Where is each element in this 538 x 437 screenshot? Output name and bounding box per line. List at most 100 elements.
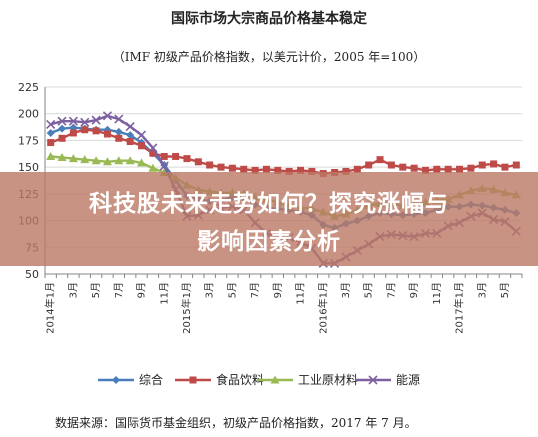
- series-1-point: [46, 128, 55, 137]
- series-3-point: [125, 156, 135, 165]
- x-tick-label: 2016年1月: [316, 282, 329, 334]
- x-tick-label: 2017年1月: [453, 282, 466, 334]
- series-4-point: [125, 121, 135, 132]
- series-2-point: [274, 166, 282, 174]
- series-2-point: [69, 129, 77, 137]
- series-4-point: [57, 116, 67, 126]
- series-2-point: [194, 158, 202, 166]
- x-tick-label: 9月: [408, 282, 420, 298]
- banner-headline-line-1: 科技股未来走势如何？探究涨幅与: [89, 191, 449, 217]
- series-4-point: [159, 161, 169, 171]
- x-tick-label: 9月: [272, 282, 284, 298]
- chart-title: 国际市场大宗商品价格基本稳定: [171, 11, 367, 27]
- series-3-point: [57, 153, 67, 162]
- series-2-point: [58, 134, 66, 142]
- y-tick-label: 150: [18, 161, 39, 174]
- x-tick-label: 5月: [226, 282, 238, 298]
- x-tick-label: 11月: [158, 282, 170, 305]
- series-2-point: [206, 161, 214, 169]
- y-tick-label: 50: [25, 268, 39, 281]
- series-2-point: [501, 163, 509, 171]
- series-2-point: [47, 139, 55, 147]
- legend-marker: [270, 375, 280, 384]
- series-2-point: [183, 155, 191, 163]
- x-tick-label: 7月: [113, 282, 125, 298]
- legend-marker: [189, 376, 197, 384]
- series-3-point: [91, 156, 101, 165]
- legend-label: 综合: [139, 372, 163, 387]
- series-4-point: [148, 143, 158, 153]
- series-4-point: [136, 130, 147, 140]
- legend-label: 能源: [396, 373, 420, 387]
- series-2-point: [103, 130, 111, 138]
- series-2-point: [217, 163, 225, 171]
- legend-marker: [368, 375, 378, 385]
- legend-label: 工业原材料: [298, 373, 358, 387]
- chart-subtitle: （IMF 初级产品价格指数，以美元计价，2005 年=100）: [112, 50, 426, 64]
- series-2-point: [387, 161, 395, 169]
- y-tick-label: 225: [18, 81, 39, 94]
- x-tick-label: 3月: [476, 282, 488, 298]
- series-3-point: [68, 154, 78, 163]
- series-3-point: [137, 158, 147, 167]
- x-tick-label: 9月: [136, 282, 148, 298]
- series-2-point: [149, 149, 157, 157]
- series-2-point: [342, 167, 350, 175]
- series-2-point: [490, 160, 498, 168]
- x-tick-label: 3月: [204, 282, 216, 298]
- series-4-point: [91, 115, 101, 125]
- series-3-point: [102, 157, 112, 166]
- headline-banner[interactable]: 科技股未来走势如何？探究涨幅与 影响因素分析: [0, 172, 538, 266]
- series-2-point: [399, 163, 407, 171]
- x-tick-label: 3月: [67, 282, 79, 298]
- x-tick-label: 3月: [340, 282, 352, 298]
- series-2-point: [353, 165, 361, 173]
- series-2-point: [444, 165, 452, 173]
- series-2-point: [376, 156, 384, 164]
- series-2-point: [172, 152, 180, 160]
- banner-headline-line-2: 影响因素分析: [197, 229, 341, 255]
- series-4-point: [102, 111, 113, 121]
- series-2-point: [433, 165, 441, 173]
- series-3-point: [80, 155, 90, 164]
- series-2-point: [410, 164, 418, 172]
- series-2-point: [228, 164, 236, 172]
- x-tick-label: 5月: [90, 282, 102, 298]
- series-4-point: [46, 119, 56, 129]
- series-1-point: [114, 127, 123, 136]
- series-2-point: [126, 137, 134, 145]
- series-2-point: [81, 126, 89, 134]
- series-2-point: [251, 166, 259, 174]
- series-3-point: [46, 151, 56, 160]
- x-tick-label: 7月: [385, 282, 397, 298]
- series-2-point: [421, 166, 429, 174]
- series-2-point: [285, 167, 293, 175]
- series-4-point: [68, 116, 78, 126]
- series-4-point: [80, 117, 90, 127]
- series-2-point: [478, 161, 486, 169]
- series-2-point: [297, 166, 305, 174]
- series-2-point: [92, 127, 100, 135]
- series-3-point: [148, 163, 158, 172]
- series-4-point: [114, 114, 124, 124]
- series-2-point: [456, 165, 464, 173]
- series-2-point: [467, 164, 475, 172]
- series-2-point: [512, 161, 520, 169]
- series-2-point: [240, 165, 248, 173]
- series-2-point: [262, 165, 270, 173]
- series-2-point: [365, 161, 373, 169]
- y-tick-label: 175: [18, 134, 39, 147]
- x-tick-label: 11月: [431, 282, 443, 305]
- x-tick-label: 5月: [499, 282, 511, 298]
- x-tick-label: 2014年1月: [44, 282, 57, 334]
- series-1-point: [58, 124, 67, 133]
- series-1-point: [126, 131, 135, 140]
- data-source-note: 数据来源：国际货币基金组织，初级产品价格指数，2017 年 7 月。: [55, 416, 417, 430]
- y-tick-label: 200: [18, 108, 39, 121]
- series-2-point: [138, 142, 146, 150]
- series-2-point: [160, 152, 168, 160]
- series-3-point: [114, 156, 124, 165]
- x-tick-label: 11月: [295, 282, 307, 305]
- x-tick-label: 5月: [363, 282, 375, 298]
- x-tick-label: 7月: [249, 282, 261, 298]
